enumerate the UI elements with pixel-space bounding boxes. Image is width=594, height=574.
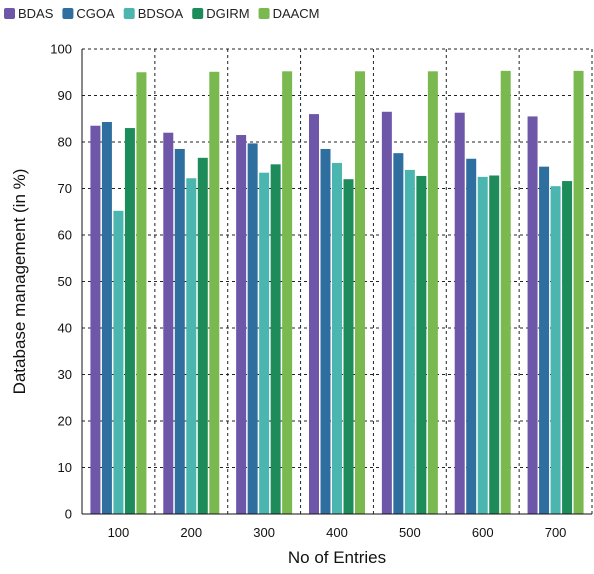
legend-swatch-bdas xyxy=(4,8,15,19)
bar-dgirm-600 xyxy=(489,175,500,515)
y-tick-label-70: 70 xyxy=(58,181,72,196)
x-tick-label-400: 400 xyxy=(326,525,348,540)
y-tick-label-60: 60 xyxy=(58,228,72,243)
bar-bdsoa-700 xyxy=(550,186,561,515)
bar-daacm-400 xyxy=(355,71,365,514)
bar-daacm-700 xyxy=(573,70,584,514)
y-tick-label-0: 0 xyxy=(65,507,72,522)
y-axis-title: Database management (in %) xyxy=(10,169,29,395)
y-tick-label-40: 40 xyxy=(58,321,72,336)
bar-bdas-200 xyxy=(163,132,174,514)
legend: BDAS CGOA BDSOA DGIRM DAACM xyxy=(4,6,320,21)
bar-bdsoa-600 xyxy=(477,176,488,514)
y-tick-label-20: 20 xyxy=(58,414,72,429)
bar-cgoa-400 xyxy=(320,148,331,514)
bar-bdsoa-300 xyxy=(259,172,270,514)
bar-cgoa-700 xyxy=(539,166,550,514)
legend-swatch-bdsoa xyxy=(123,8,135,19)
bar-dgirm-400 xyxy=(343,179,354,514)
x-tick-label-600: 600 xyxy=(472,525,494,540)
bar-dgirm-300 xyxy=(270,164,281,514)
bar-dgirm-700 xyxy=(562,181,573,514)
legend-swatch-cgoa xyxy=(62,8,74,19)
legend-label-bdsoa: BDSOA xyxy=(138,6,184,21)
bar-bdas-300 xyxy=(236,135,247,514)
bar-cgoa-500 xyxy=(393,153,404,514)
legend-label-cgoa: CGOA xyxy=(76,6,115,21)
legend-label-bdas: BDAS xyxy=(18,6,54,21)
y-tick-label-100: 100 xyxy=(50,42,72,57)
bar-bdas-700 xyxy=(527,116,538,515)
bar-bdas-500 xyxy=(381,111,392,515)
x-tick-label-200: 200 xyxy=(180,525,202,540)
bar-daacm-600 xyxy=(500,70,511,514)
bar-bdsoa-100 xyxy=(113,210,124,514)
bar-cgoa-300 xyxy=(247,143,258,514)
legend-swatch-dgirm xyxy=(192,8,204,19)
legend-swatch-daacm xyxy=(258,8,270,19)
y-tick-label-90: 90 xyxy=(58,88,72,103)
y-tick-label-30: 30 xyxy=(58,367,72,382)
y-tick-label-50: 50 xyxy=(58,274,72,289)
bar-bdas-400 xyxy=(309,114,319,514)
bar-daacm-500 xyxy=(427,71,438,514)
bar-dgirm-500 xyxy=(416,175,427,514)
x-tick-label-500: 500 xyxy=(399,525,421,540)
y-tick-label-10: 10 xyxy=(58,460,72,475)
bar-daacm-200 xyxy=(209,71,220,514)
bar-cgoa-100 xyxy=(101,122,112,514)
x-axis-title: No of Entries xyxy=(288,548,386,567)
bar-cgoa-200 xyxy=(174,148,185,514)
bar-bdsoa-400 xyxy=(332,162,342,515)
x-tick-label-300: 300 xyxy=(253,525,275,540)
bar-cgoa-600 xyxy=(466,158,477,515)
x-tick-label-700: 700 xyxy=(545,525,567,540)
bar-bdsoa-200 xyxy=(186,178,197,514)
bar-bdsoa-500 xyxy=(404,169,415,514)
bar-bdas-600 xyxy=(454,112,465,514)
legend-label-dgirm: DGIRM xyxy=(206,6,249,21)
bar-daacm-100 xyxy=(136,72,147,514)
bars xyxy=(90,70,584,515)
y-tick-label-80: 80 xyxy=(58,135,72,150)
bar-daacm-300 xyxy=(282,71,293,514)
bar-bdas-100 xyxy=(90,125,101,514)
bar-dgirm-200 xyxy=(197,157,208,514)
x-tick-label-100: 100 xyxy=(108,525,130,540)
bar-dgirm-100 xyxy=(124,128,135,515)
legend-label-daacm: DAACM xyxy=(273,6,320,21)
axes: 0 10 20 30 40 50 60 70 80 90 100 100 200 300 400 500 600… xyxy=(50,42,592,540)
